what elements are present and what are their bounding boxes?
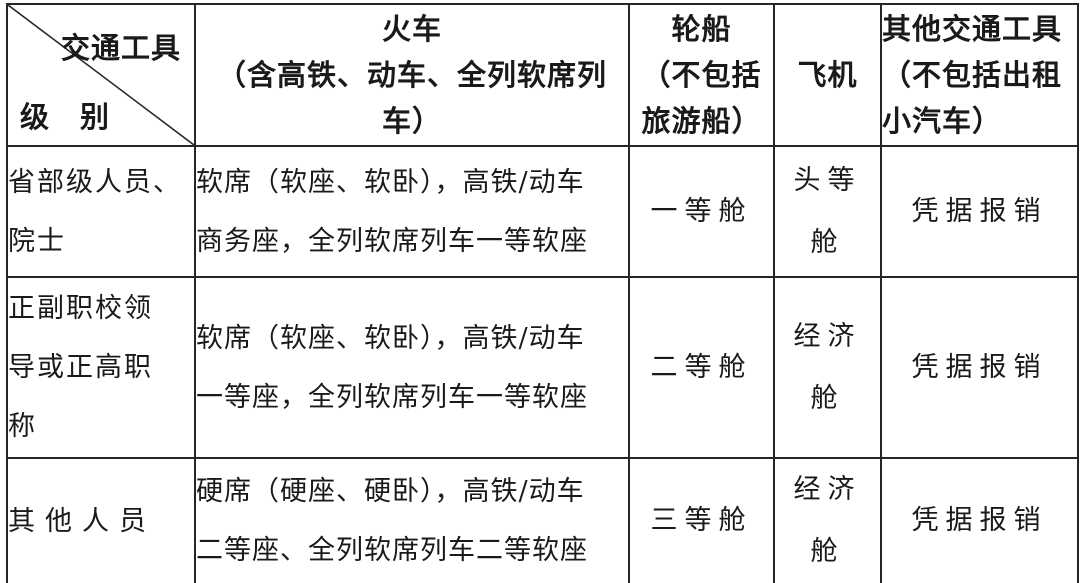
level-cell: 其他人员 (6, 457, 196, 583)
table-row-provincial: 省部级人员、 院士 软席（软座、软卧），高铁/动车 商务座，全列软席列车一等软座… (6, 145, 1079, 278)
train-cell: 硬席（硬座、硬卧），高铁/动车 二等座、全列软席列车二等软座 (194, 457, 630, 583)
table-row-others: 其他人员 硬席（硬座、硬卧），高铁/动车 二等座、全列软席列车二等软座 三等舱 … (6, 457, 1079, 583)
diagonal-divider (9, 6, 193, 144)
other-cell: 凭据报销 (880, 276, 1079, 459)
train-cell: 软席（软座、软卧），高铁/动车 商务座，全列软席列车一等软座 (194, 145, 630, 278)
ship-cell: 三等舱 (628, 457, 775, 583)
other-cell: 凭据报销 (880, 457, 1079, 583)
header-row: 交通工具 级 别 火车 （含高铁、动车、全列软席列车） 轮船 （不包括 旅游船）… (6, 3, 1079, 147)
col-header-train: 火车 （含高铁、动车、全列软席列车） (194, 3, 630, 147)
corner-label-transport: 交通工具 (60, 31, 181, 65)
plane-cell: 经济 舱 (773, 276, 882, 459)
table-row-school-leaders: 正副职校领 导或正高职 称 软席（软座、软卧），高铁/动车 一等座，全列软席列车… (6, 276, 1079, 459)
level-cell: 省部级人员、 院士 (6, 145, 196, 278)
level-cell: 正副职校领 导或正高职 称 (6, 276, 196, 459)
corner-cell: 交通工具 级 别 (6, 3, 196, 147)
travel-class-table: 交通工具 级 别 火车 （含高铁、动车、全列软席列车） 轮船 （不包括 旅游船）… (6, 3, 1079, 583)
other-cell: 凭据报销 (880, 145, 1079, 278)
col-header-plane: 飞机 (773, 3, 882, 147)
ship-cell: 一等舱 (628, 145, 775, 278)
corner-label-level: 级 别 (20, 100, 111, 134)
ship-cell: 二等舱 (628, 276, 775, 459)
col-header-ship: 轮船 （不包括 旅游船） (628, 3, 775, 147)
col-header-other: 其他交通工具 （不包括出租 小汽车） (880, 3, 1079, 147)
train-cell: 软席（软座、软卧），高铁/动车 一等座，全列软席列车一等软座 (194, 276, 630, 459)
plane-cell: 经济 舱 (773, 457, 882, 583)
plane-cell: 头等 舱 (773, 145, 882, 278)
